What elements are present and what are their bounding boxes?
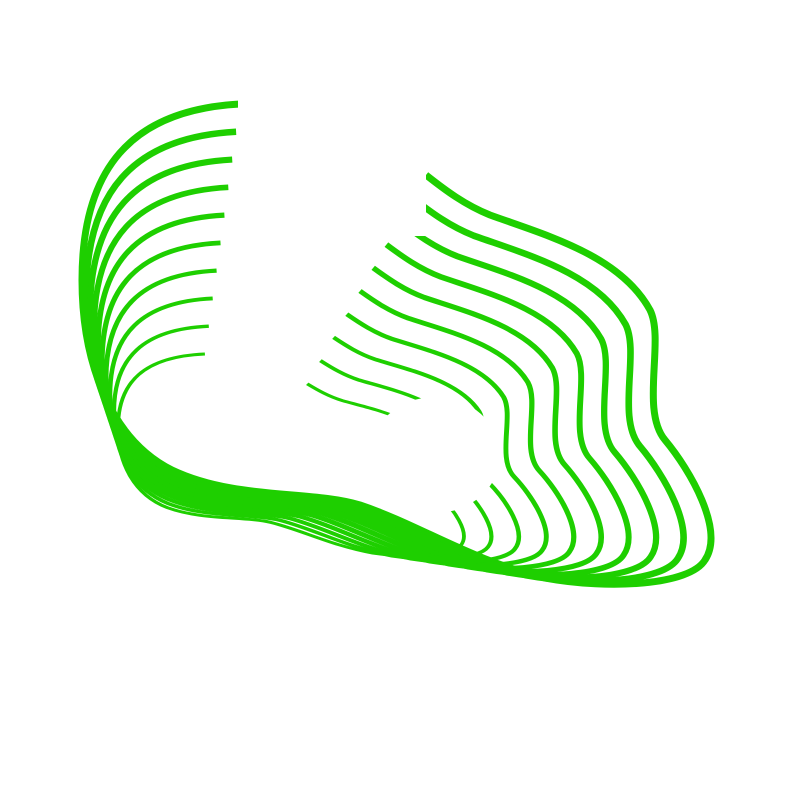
lower-left-gap: [206, 627, 270, 687]
upper-left-gap: [258, 196, 348, 230]
wave-loops-group: [78, 100, 715, 588]
white-gap-masks: [206, 96, 500, 687]
center-gap: [370, 397, 500, 513]
